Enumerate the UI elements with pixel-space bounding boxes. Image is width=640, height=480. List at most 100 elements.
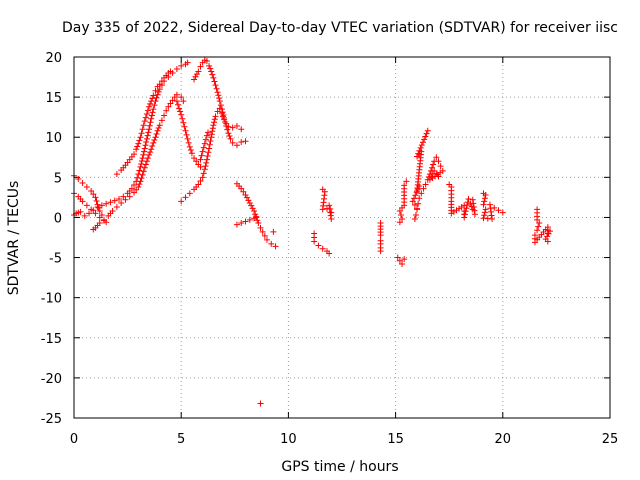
plot-frame (73, 56, 611, 419)
data-point (327, 209, 334, 216)
y-tick-label: 10 (45, 131, 62, 146)
data-point (137, 163, 144, 170)
data-point (151, 137, 158, 144)
data-point (90, 191, 97, 198)
data-point (77, 208, 84, 215)
data-point (92, 210, 99, 217)
data-point (141, 164, 148, 171)
data-point (253, 213, 260, 220)
data-point (221, 114, 228, 121)
data-point (206, 145, 213, 152)
data-point (377, 248, 384, 255)
data-point (268, 240, 275, 247)
y-tick-label: -15 (41, 332, 62, 347)
x-tick-label: 10 (280, 432, 297, 447)
data-point (144, 155, 151, 162)
data-point (191, 155, 198, 162)
series-seg-21 (531, 206, 553, 246)
data-point (143, 158, 150, 165)
data-point (135, 140, 142, 147)
data-point (224, 126, 231, 133)
data-point (233, 122, 240, 129)
data-point (83, 183, 90, 190)
data-point (178, 94, 185, 101)
data-point (205, 129, 211, 136)
data-point (246, 200, 253, 207)
data-point (201, 166, 208, 173)
data-point (188, 150, 195, 157)
data-point (152, 134, 159, 141)
data-point (411, 202, 418, 209)
series-arc-l (233, 213, 260, 228)
data-point (186, 190, 193, 197)
data-point (242, 191, 249, 198)
data-point (418, 190, 425, 197)
data-point (238, 126, 245, 133)
data-point (203, 58, 210, 65)
data-point (226, 133, 233, 140)
data-point (426, 176, 433, 183)
data-point (120, 193, 127, 200)
data-point (187, 147, 194, 154)
data-point (103, 200, 110, 207)
data-point (416, 183, 423, 190)
data-point (146, 126, 153, 133)
data-point (156, 81, 163, 88)
series-arc-i (191, 57, 249, 149)
data-point (546, 228, 553, 235)
data-point (138, 130, 145, 137)
data-point (198, 152, 205, 159)
data-point (143, 110, 150, 117)
data-point (396, 257, 403, 264)
data-point (225, 130, 232, 137)
series-seg-16 (409, 127, 446, 223)
series-arc-d (90, 91, 187, 233)
data-point (315, 242, 322, 249)
data-point (257, 400, 264, 407)
data-point (178, 198, 185, 205)
data-point (158, 117, 165, 124)
y-tick-label: 0 (54, 211, 62, 226)
data-point (165, 103, 172, 110)
data-point (113, 204, 120, 211)
data-point (155, 124, 162, 131)
series-arc-j (197, 129, 211, 163)
data-point (270, 228, 277, 235)
data-point (249, 205, 256, 212)
data-point (243, 194, 250, 201)
data-point (545, 230, 552, 237)
series-arc-m (257, 228, 277, 407)
data-point (197, 63, 204, 70)
y-tick-label: -5 (49, 252, 62, 267)
data-point (416, 195, 423, 202)
x-tick-label: 0 (70, 432, 78, 447)
data-point (139, 126, 146, 133)
data-point (220, 112, 227, 119)
data-point (167, 68, 174, 75)
data-point (248, 202, 255, 209)
data-point (238, 220, 245, 227)
data-point (133, 146, 140, 153)
data-point (177, 108, 184, 115)
data-point (377, 232, 384, 239)
data-point (233, 142, 240, 149)
data-point (147, 100, 154, 107)
data-point (148, 115, 155, 122)
data-point (242, 138, 249, 145)
data-point (148, 112, 155, 119)
data-points (71, 57, 553, 407)
data-point (79, 198, 86, 205)
data-point (471, 207, 478, 214)
data-point (199, 148, 206, 155)
data-point (210, 122, 217, 129)
data-point (211, 78, 218, 85)
data-point (461, 214, 468, 221)
data-point (134, 174, 141, 181)
data-point (238, 185, 245, 192)
data-point (203, 132, 210, 139)
data-point (470, 204, 477, 211)
data-point (481, 195, 488, 202)
data-point (137, 134, 144, 141)
